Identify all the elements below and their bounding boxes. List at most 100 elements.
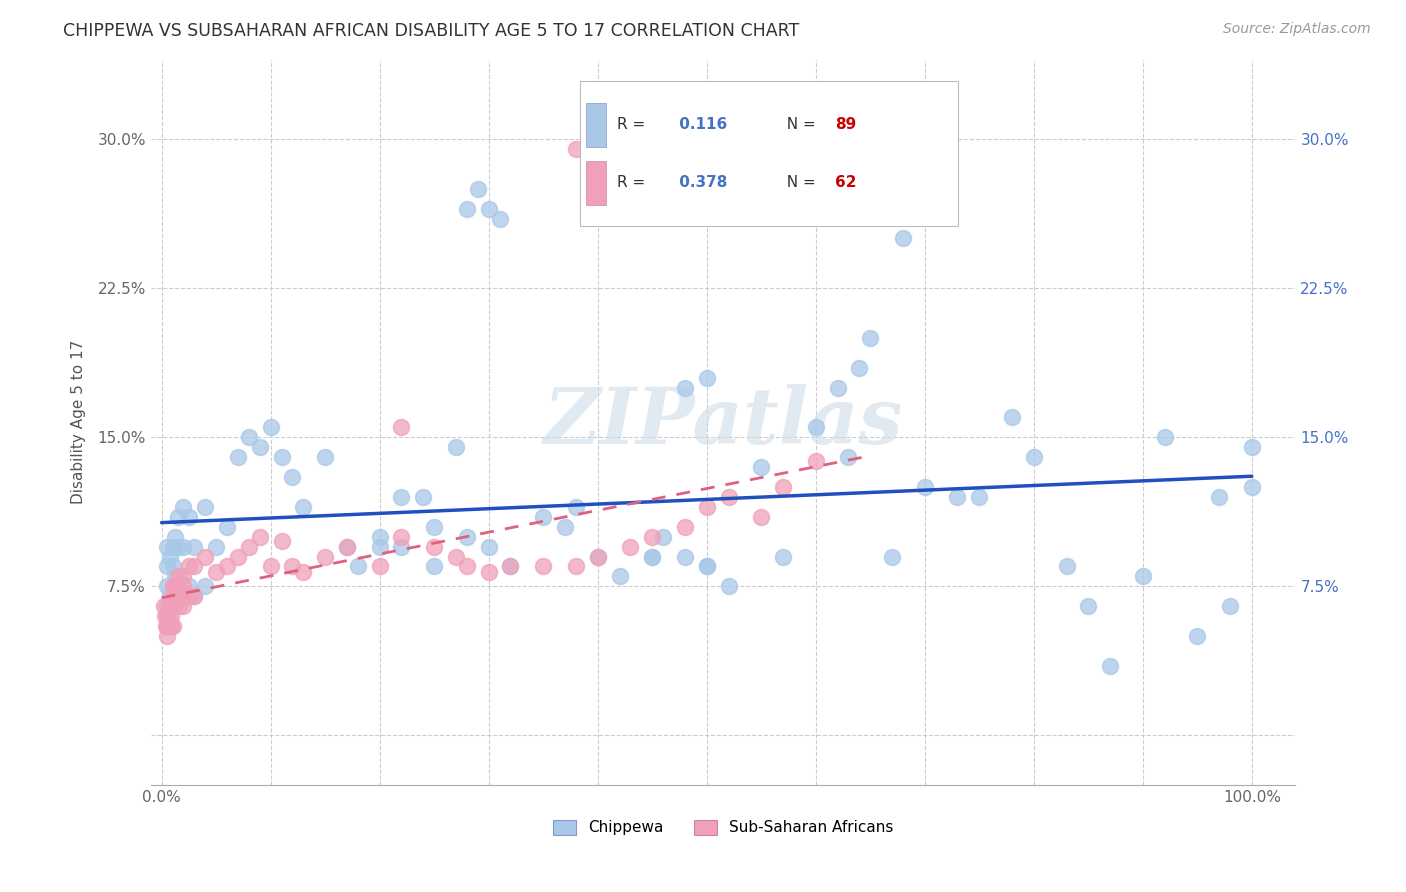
- Point: [641, 530, 664, 544]
- Point: [609, 569, 631, 583]
- Point: [172, 589, 194, 603]
- Point: [183, 540, 205, 554]
- Point: [215, 559, 238, 574]
- Point: [673, 519, 696, 533]
- Point: [281, 559, 304, 574]
- Text: ZIPatlas: ZIPatlas: [543, 384, 903, 460]
- Point: [368, 559, 391, 574]
- Point: [696, 500, 718, 514]
- Point: [827, 380, 849, 394]
- Point: [1219, 599, 1241, 614]
- Point: [586, 549, 609, 564]
- Point: [226, 549, 249, 564]
- Point: [270, 533, 292, 548]
- Point: [155, 619, 177, 633]
- Point: [391, 490, 413, 504]
- Point: [1099, 658, 1122, 673]
- Text: 89: 89: [835, 118, 856, 132]
- Point: [172, 540, 194, 554]
- Text: R =: R =: [617, 176, 651, 190]
- Point: [156, 609, 179, 624]
- Point: [172, 569, 194, 583]
- Point: [156, 559, 179, 574]
- Point: [157, 609, 180, 624]
- Point: [314, 549, 336, 564]
- Point: [423, 519, 446, 533]
- Point: [183, 589, 205, 603]
- Point: [156, 599, 179, 614]
- Text: Source: ZipAtlas.com: Source: ZipAtlas.com: [1223, 22, 1371, 37]
- Bar: [586, 161, 606, 204]
- Point: [156, 579, 179, 593]
- Point: [156, 619, 179, 633]
- Point: [423, 540, 446, 554]
- Point: [163, 530, 186, 544]
- Text: 62: 62: [835, 176, 856, 190]
- Point: [456, 530, 478, 544]
- Point: [157, 619, 180, 633]
- Text: 0.378: 0.378: [675, 176, 728, 190]
- Point: [837, 450, 859, 464]
- Point: [391, 420, 413, 434]
- Point: [165, 589, 187, 603]
- Point: [163, 579, 186, 593]
- Point: [194, 579, 217, 593]
- Point: [478, 566, 501, 580]
- Point: [586, 549, 609, 564]
- Point: [914, 480, 936, 494]
- Point: [314, 450, 336, 464]
- Point: [205, 566, 228, 580]
- Legend: Chippewa, Sub-Saharan Africans: Chippewa, Sub-Saharan Africans: [553, 820, 893, 836]
- Point: [167, 540, 190, 554]
- Point: [1132, 569, 1154, 583]
- Point: [717, 579, 740, 593]
- Point: [499, 559, 522, 574]
- Point: [159, 619, 181, 633]
- Point: [946, 490, 969, 504]
- Point: [1240, 480, 1263, 494]
- Point: [162, 589, 184, 603]
- Point: [172, 500, 194, 514]
- Y-axis label: Disability Age 5 to 17: Disability Age 5 to 17: [72, 340, 86, 505]
- Point: [641, 549, 664, 564]
- Point: [1208, 490, 1230, 504]
- Point: [478, 540, 501, 554]
- Point: [1001, 410, 1024, 425]
- Point: [281, 470, 304, 484]
- Point: [163, 569, 186, 583]
- Text: 0.116: 0.116: [675, 118, 728, 132]
- Point: [717, 490, 740, 504]
- Point: [1056, 559, 1078, 574]
- Point: [183, 589, 205, 603]
- Point: [488, 211, 510, 226]
- Point: [172, 599, 194, 614]
- Point: [772, 480, 794, 494]
- Text: N =: N =: [778, 118, 821, 132]
- Point: [531, 559, 554, 574]
- Point: [153, 609, 176, 624]
- Point: [226, 450, 249, 464]
- Point: [565, 142, 588, 156]
- Point: [167, 579, 190, 593]
- Point: [652, 530, 675, 544]
- Point: [412, 490, 434, 504]
- Point: [444, 440, 467, 454]
- Point: [162, 619, 184, 633]
- Point: [391, 540, 413, 554]
- Point: [565, 500, 588, 514]
- Point: [159, 589, 181, 603]
- Point: [159, 549, 181, 564]
- Point: [749, 509, 772, 524]
- Point: [194, 549, 217, 564]
- Point: [1153, 430, 1175, 444]
- Point: [456, 559, 478, 574]
- Point: [152, 599, 174, 614]
- Bar: [581, 81, 957, 227]
- Point: [499, 559, 522, 574]
- Point: [162, 599, 184, 614]
- Point: [696, 559, 718, 574]
- Point: [478, 202, 501, 216]
- Point: [194, 500, 217, 514]
- Point: [170, 589, 193, 603]
- Point: [1022, 450, 1045, 464]
